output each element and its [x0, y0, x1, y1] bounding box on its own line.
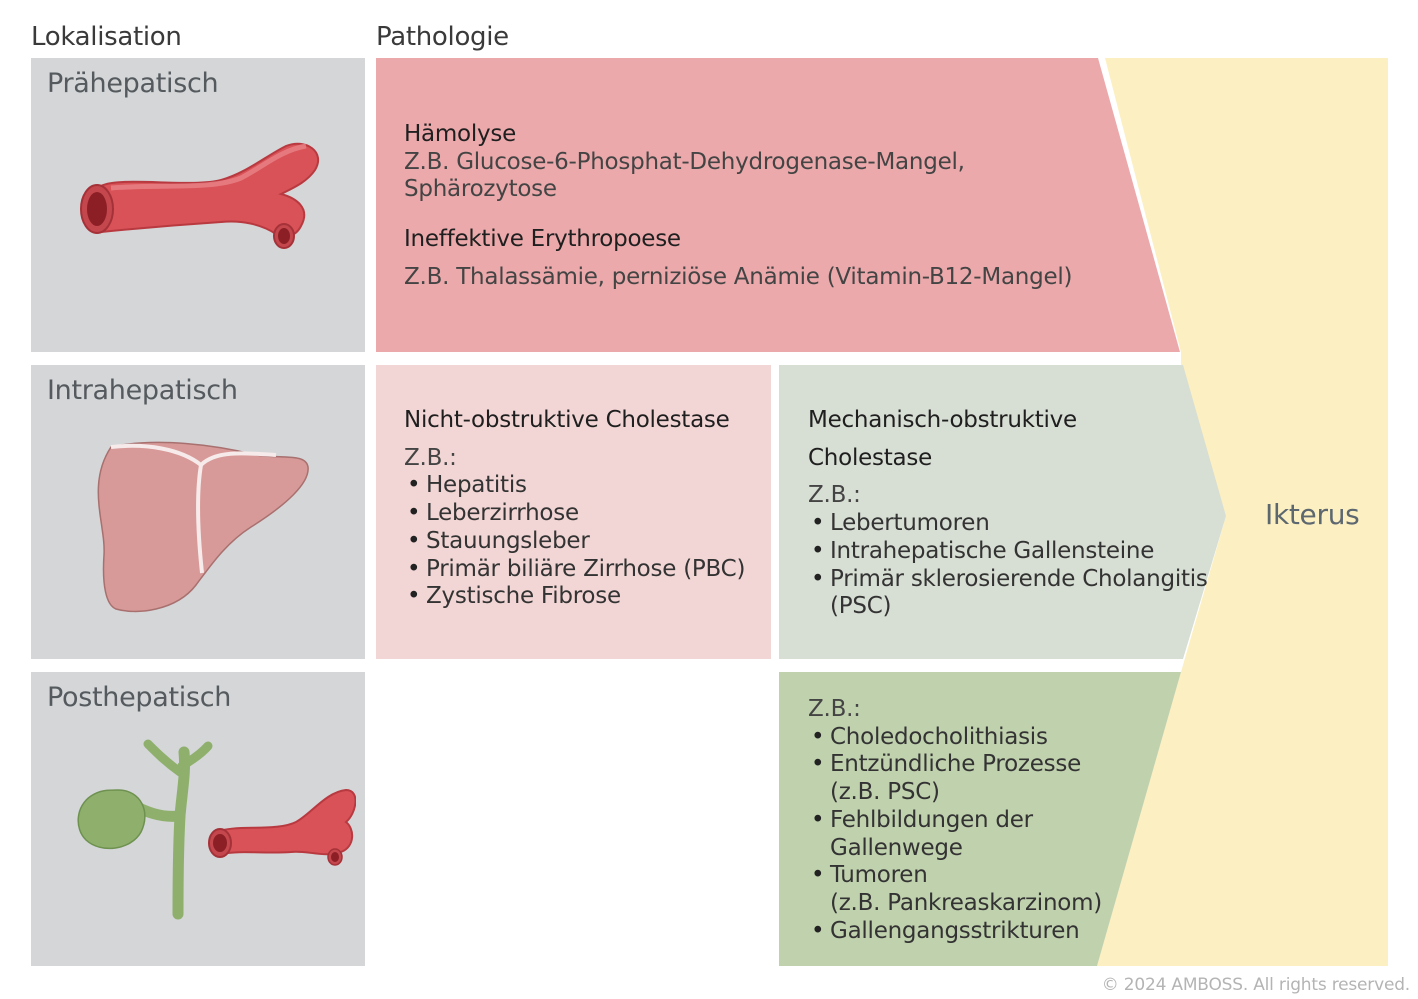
copyright: © 2024 AMBOSS. All rights reserved. [1101, 975, 1410, 995]
hemolysis-example-line1: Z.B. Glucose-6-Phosphat-Dehydrogenase-Ma… [404, 148, 965, 175]
mechanical-block: Mechanisch-obstruktive Cholestase Z.B.: … [808, 407, 1208, 621]
list-item: Fehlbildungen der [808, 807, 1102, 835]
list-item: Primär biliäre Zirrhose (PBC) [404, 556, 745, 584]
hemolysis-example-line2: Sphärozytose [404, 176, 557, 203]
nonobstructive-title: Nicht-obstruktive Cholestase [404, 407, 730, 433]
list-item: Entzündliche Prozesse [808, 751, 1102, 779]
posthepatic-list: Choledocholithiasis Entzündliche Prozess… [808, 724, 1102, 946]
hemolysis-block: Hämolyse Z.B. Glucose-6-Phosphat-Dehydro… [404, 121, 965, 204]
list-item: Intrahepatische Gallensteine [808, 538, 1208, 566]
list-continuation: (z.B. Pankreaskarzinom) [830, 889, 1102, 916]
ikterus-band [1097, 58, 1388, 966]
hemolysis-title: Hämolyse [404, 121, 517, 147]
list-item: Hepatitis [404, 472, 745, 500]
liver-icon [97, 441, 309, 613]
prehepatic-arrow [376, 58, 1180, 352]
posthepatic-eg: Z.B.: [808, 696, 861, 722]
location-label-prehepatic: Prähepatisch [47, 68, 219, 99]
ineffective-block: Ineffektive Erythropoese Z.B. Thalassämi… [404, 226, 1073, 291]
mechanical-eg: Z.B.: [808, 482, 861, 509]
location-label-intrahepatic: Intrahepatisch [47, 375, 238, 406]
mechanical-title-line1: Mechanisch-obstruktive [808, 407, 1077, 433]
blood-vessel-icon [80, 142, 320, 249]
location-column-header: Lokalisation [31, 22, 182, 52]
location-intrahepatic: Intrahepatisch [31, 365, 365, 659]
posthepatic-block: Z.B.: Choledocholithiasis Entzündliche P… [808, 696, 1102, 945]
nonobstructive-list: Hepatitis Leberzirrhose Stauungsleber Pr… [404, 472, 745, 611]
list-item: Leberzirrhose [404, 500, 745, 528]
list-continuation: (z.B. PSC) [830, 779, 940, 806]
list-item: Tumoren [808, 862, 1102, 890]
list-item: Primär sklerosierende Cholangitis [808, 566, 1208, 594]
pathology-column-header: Pathologie [376, 22, 509, 52]
nonobstructive-block: Nicht-obstruktive Cholestase Z.B.: Hepat… [404, 407, 745, 611]
list-item: Stauungsleber [404, 528, 745, 556]
list-item: Gallengangsstrikturen [808, 918, 1102, 946]
location-label-posthepatic: Posthepatisch [47, 682, 232, 713]
gallbladder-bile-duct-icon [77, 739, 356, 920]
mechanical-list: Lebertumoren Intrahepatische Gallenstein… [808, 510, 1208, 621]
list-item: Zystische Fibrose [404, 583, 745, 611]
nonobstructive-eg: Z.B.: [404, 444, 457, 471]
ineffective-example: Z.B. Thalassämie, perniziöse Anämie (Vit… [404, 263, 1073, 290]
ineffective-title: Ineffektive Erythropoese [404, 226, 681, 252]
list-continuation: (PSC) [830, 593, 892, 620]
ikterus-label: Ikterus [1265, 498, 1360, 531]
list-item: Lebertumoren [808, 510, 1208, 538]
location-posthepatic: Posthepatisch [31, 672, 365, 966]
mechanical-title-line2: Cholestase [808, 444, 932, 471]
list-continuation: Gallenwege [830, 834, 963, 861]
list-item: Choledocholithiasis [808, 724, 1102, 752]
location-prehepatic: Prähepatisch [31, 58, 365, 352]
